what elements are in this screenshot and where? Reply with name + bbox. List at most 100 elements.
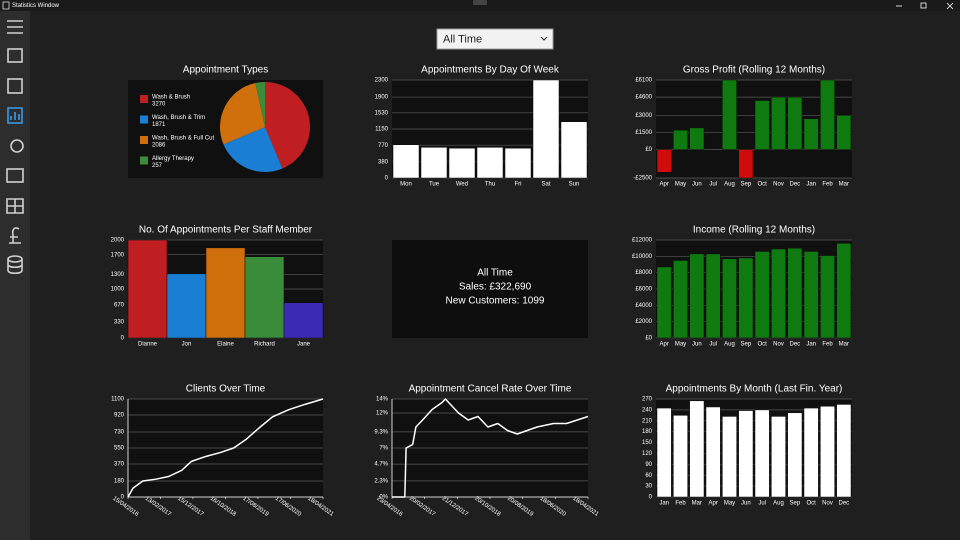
y-tick-label: 12% (376, 411, 389, 417)
x-tick-label: Apr (708, 501, 717, 507)
legend-value: 3270 (152, 102, 166, 108)
y-tick-label: 1000 (111, 287, 125, 293)
y-tick-label: 2.3% (374, 478, 388, 484)
bar (673, 415, 688, 498)
y-tick-label: 380 (378, 159, 389, 165)
bar (722, 79, 737, 150)
bar (722, 416, 737, 498)
y-tick-label: £2000 (635, 319, 652, 325)
title-bar (0, 0, 960, 11)
x-tick-label: May (675, 182, 686, 188)
bar (738, 257, 754, 339)
y-tick-label: 0 (649, 495, 653, 501)
y-tick-label: 240 (642, 407, 653, 413)
contact-icon[interactable] (6, 168, 24, 183)
x-tick-label: Nov (773, 342, 784, 348)
legend-swatch (140, 95, 148, 103)
y-tick-label: £12000 (632, 238, 653, 244)
legend-label: Allergy Therapy (152, 156, 194, 162)
y-tick-label: £0 (645, 147, 652, 153)
close-button[interactable] (946, 2, 954, 10)
bar (803, 251, 819, 339)
dropdown-chevron (540, 36, 548, 41)
summary-sales: Sales: £322,690 (459, 282, 532, 293)
x-tick-label: Sun (569, 182, 580, 188)
history-icon[interactable] (10, 139, 24, 153)
y-tick-label: £6000 (635, 287, 652, 293)
x-tick-label: Jun (692, 182, 702, 188)
x-tick-label: May (724, 501, 735, 507)
bar (420, 147, 448, 179)
y-tick-label: 120 (642, 451, 653, 457)
bar (787, 412, 803, 498)
bar (476, 147, 504, 179)
bar (803, 407, 819, 498)
legend-value: 257 (152, 163, 163, 169)
summary-customers: New Customers: 1099 (446, 296, 545, 307)
summary-heading: All Time (477, 268, 513, 279)
y-tick-label: 2000 (111, 238, 125, 244)
sidebar (0, 11, 30, 540)
pound-icon[interactable] (9, 227, 21, 244)
bar (656, 149, 672, 173)
statistics-icon[interactable] (7, 107, 23, 124)
bar (656, 407, 672, 498)
y-tick-label: £4000 (635, 303, 652, 309)
chart-title: No. Of Appointments Per Staff Member (139, 225, 313, 236)
bar (836, 115, 852, 150)
y-tick-label: 550 (114, 446, 125, 452)
x-tick-label: Fri (515, 182, 522, 188)
x-tick-label: Feb (675, 501, 686, 507)
calendar-icon[interactable] (7, 48, 23, 63)
notebook-icon[interactable] (7, 78, 23, 94)
x-tick-label: Sep (740, 182, 751, 188)
bar (820, 255, 835, 339)
x-tick-label: Dec (789, 342, 800, 348)
y-tick-label: 1100 (111, 397, 125, 403)
y-tick-label: 4.7% (374, 462, 388, 468)
y-tick-label: 370 (114, 462, 125, 468)
y-tick-label: 1150 (375, 127, 389, 133)
bar (754, 251, 770, 339)
bar (771, 416, 786, 498)
y-tick-label: 30 (645, 484, 652, 490)
plot-area (656, 80, 852, 178)
x-tick-label: Jul (709, 182, 717, 188)
x-tick-label: Jane (297, 342, 311, 348)
x-tick-label: Richard (254, 342, 275, 348)
y-tick-label: 1900 (375, 95, 389, 101)
bar (705, 253, 721, 339)
time-filter-dropdown[interactable] (436, 28, 554, 50)
legend-label: Wash, Brush & Full Cut (152, 136, 214, 142)
bar (803, 118, 819, 150)
bar (820, 79, 835, 150)
menu-icon[interactable] (7, 20, 23, 34)
chart-title: Appointments By Day Of Week (421, 65, 560, 76)
x-tick-label: Aug (724, 182, 735, 188)
y-tick-label: £6100 (635, 78, 652, 84)
x-tick-label: Mar (692, 501, 702, 507)
x-tick-label: Mar (839, 342, 849, 348)
y-tick-label: 150 (642, 440, 653, 446)
x-tick-label: Feb (822, 182, 833, 188)
bar (532, 79, 560, 179)
bar (722, 258, 737, 339)
chart-title: Gross Profit (Rolling 12 Months) (683, 65, 825, 76)
x-tick-label: Dec (838, 501, 849, 507)
maximize-button[interactable] (920, 2, 927, 9)
y-tick-label: 14% (376, 397, 389, 403)
x-tick-label: Sep (740, 342, 751, 348)
y-tick-label: 2300 (375, 78, 389, 84)
x-tick-label: Jan (806, 182, 816, 188)
x-tick-label: Elaine (217, 342, 234, 348)
grabber[interactable] (473, 0, 487, 5)
x-tick-label: Mar (839, 182, 849, 188)
table-icon[interactable] (6, 198, 24, 214)
bar (673, 129, 688, 150)
x-tick-label: Jan (659, 501, 669, 507)
y-tick-label: 1530 (375, 110, 389, 116)
chart-title: Clients Over Time (186, 384, 266, 395)
legend-label: Wash & Brush (152, 95, 190, 101)
bar (283, 302, 324, 339)
